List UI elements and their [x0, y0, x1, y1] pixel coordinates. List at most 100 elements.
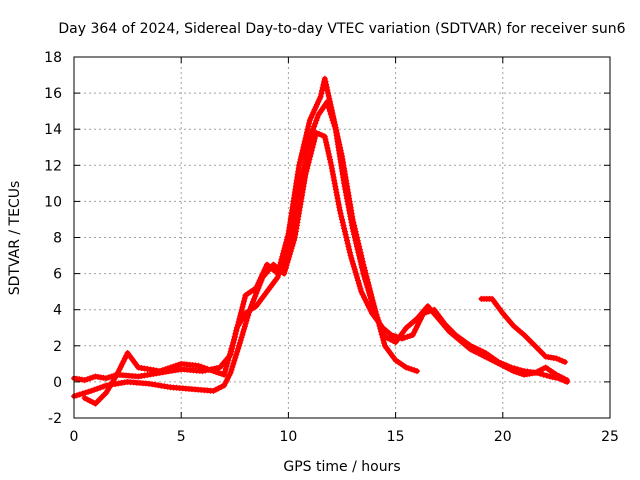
data-point — [215, 385, 222, 392]
data-point — [231, 357, 238, 364]
data-point — [307, 153, 314, 160]
data-point — [297, 156, 304, 163]
data-point — [302, 171, 309, 178]
data-point — [329, 110, 336, 117]
data-point — [316, 131, 323, 137]
data-point — [304, 165, 311, 172]
data-point — [236, 342, 243, 349]
data-point — [341, 228, 348, 235]
data-point — [365, 302, 371, 309]
y-tick-label: -2 — [48, 411, 62, 427]
data-point — [348, 255, 355, 262]
data-point — [366, 304, 373, 311]
data-point — [416, 318, 423, 325]
data-point — [425, 308, 432, 315]
data-point — [339, 219, 346, 226]
data-point — [277, 262, 283, 269]
data-point — [355, 280, 362, 287]
data-point — [428, 307, 435, 314]
data-point — [323, 81, 330, 88]
data-point — [353, 231, 360, 238]
data-point — [299, 150, 305, 157]
data-point — [359, 291, 366, 298]
data-point — [325, 93, 332, 99]
data-point — [259, 272, 266, 278]
data-point — [225, 357, 232, 364]
data-point — [279, 253, 286, 260]
data-point — [356, 246, 363, 253]
data-point — [334, 192, 340, 199]
data-point — [213, 369, 219, 375]
data-point — [363, 299, 370, 306]
x-axis-label: GPS time / hours — [283, 459, 400, 475]
data-point — [247, 304, 254, 310]
data-point — [228, 366, 235, 373]
data-point — [327, 98, 333, 105]
data-point — [336, 207, 343, 214]
data-point — [354, 234, 360, 241]
data-point — [558, 376, 565, 383]
data-point — [311, 135, 318, 142]
data-point — [283, 239, 290, 246]
data-point — [221, 368, 228, 375]
data-point — [503, 362, 510, 369]
y-tick-label: 18 — [44, 50, 62, 66]
data-point — [332, 121, 339, 128]
data-point — [223, 362, 230, 369]
data-point — [164, 365, 171, 372]
data-point — [210, 368, 217, 375]
data-point — [89, 374, 96, 381]
data-point — [338, 150, 345, 157]
data-point — [81, 377, 88, 384]
data-point — [361, 264, 368, 271]
data-point — [354, 274, 361, 281]
data-point — [372, 308, 379, 315]
data-point — [378, 331, 385, 338]
data-point — [241, 326, 247, 333]
data-point — [330, 171, 336, 178]
data-point — [278, 256, 285, 263]
data-point — [234, 324, 241, 331]
data-point — [540, 365, 546, 372]
data-point — [285, 256, 292, 263]
data-point — [141, 372, 148, 379]
data-point — [349, 216, 356, 223]
data-point — [368, 294, 375, 301]
data-point — [508, 364, 515, 371]
data-point — [298, 153, 305, 160]
data-point — [559, 357, 566, 364]
data-point — [350, 260, 356, 267]
data-point — [258, 274, 264, 281]
x-tick-label: 25 — [601, 429, 619, 445]
data-point — [336, 204, 343, 211]
data-point — [238, 307, 245, 314]
data-point — [325, 147, 332, 154]
data-point — [337, 210, 344, 217]
data-point — [403, 364, 410, 371]
data-point — [334, 130, 340, 137]
data-point — [314, 101, 320, 108]
data-point — [117, 363, 124, 370]
data-point — [355, 277, 361, 284]
data-point — [347, 252, 354, 259]
data-point — [100, 383, 107, 390]
data-point — [411, 329, 418, 336]
data-point — [213, 386, 219, 393]
data-point — [377, 325, 384, 332]
data-point — [373, 311, 380, 318]
data-point — [300, 144, 307, 151]
data-point — [505, 363, 512, 370]
data-point — [296, 159, 303, 166]
data-point — [280, 250, 286, 257]
data-point — [362, 296, 369, 303]
data-point — [351, 266, 358, 273]
data-point — [249, 301, 255, 308]
data-point — [356, 243, 363, 250]
data-point — [282, 242, 289, 249]
data-point — [301, 138, 308, 145]
y-tick-label: 2 — [53, 339, 62, 355]
data-point — [91, 386, 98, 393]
data-point — [534, 369, 541, 376]
data-point — [412, 326, 419, 333]
